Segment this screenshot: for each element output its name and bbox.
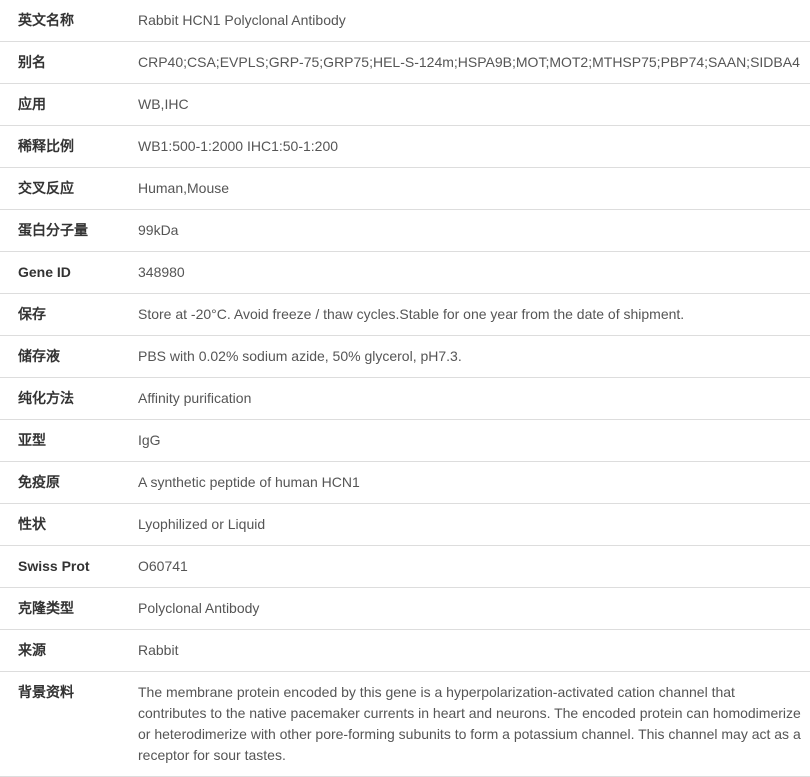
row-value: CRP40;CSA;EVPLS;GRP-75;GRP75;HEL-S-124m;… [130,42,810,84]
table-row: 储存液 PBS with 0.02% sodium azide, 50% gly… [0,336,810,378]
row-value: A synthetic peptide of human HCN1 [130,462,810,504]
row-label: 纯化方法 [0,378,130,420]
row-value: Affinity purification [130,378,810,420]
row-label: 免疫原 [0,462,130,504]
row-label: Swiss Prot [0,546,130,588]
row-label: 英文名称 [0,0,130,42]
table-row: 英文名称 Rabbit HCN1 Polyclonal Antibody [0,0,810,42]
table-row: Swiss Prot O60741 [0,546,810,588]
row-value: Polyclonal Antibody [130,588,810,630]
row-label: 保存 [0,294,130,336]
table-row: 亚型 IgG [0,420,810,462]
spec-table-body: 英文名称 Rabbit HCN1 Polyclonal Antibody 别名 … [0,0,810,777]
row-label: 交叉反应 [0,168,130,210]
row-value: The membrane protein encoded by this gen… [130,672,810,777]
table-row: 免疫原 A synthetic peptide of human HCN1 [0,462,810,504]
row-value-text: CRP40;CSA;EVPLS;GRP-75;GRP75;HEL-S-124m;… [138,54,800,70]
table-row: 应用 WB,IHC [0,84,810,126]
table-row: 稀释比例 WB1:500-1:2000 IHC1:50-1:200 [0,126,810,168]
row-value: Rabbit [130,630,810,672]
row-value: Human,Mouse [130,168,810,210]
row-label: 背景资料 [0,672,130,777]
row-label: 别名 [0,42,130,84]
row-value: O60741 [130,546,810,588]
row-label: Gene ID [0,252,130,294]
row-label: 性状 [0,504,130,546]
spec-table: 英文名称 Rabbit HCN1 Polyclonal Antibody 别名 … [0,0,810,777]
table-row: 纯化方法 Affinity purification [0,378,810,420]
row-value: Rabbit HCN1 Polyclonal Antibody [130,0,810,42]
row-value: WB,IHC [130,84,810,126]
row-value: IgG [130,420,810,462]
table-row: Gene ID 348980 [0,252,810,294]
row-value: 99kDa [130,210,810,252]
row-label: 克隆类型 [0,588,130,630]
table-row: 性状 Lyophilized or Liquid [0,504,810,546]
row-value: Lyophilized or Liquid [130,504,810,546]
table-row: 背景资料 The membrane protein encoded by thi… [0,672,810,777]
table-row: 来源 Rabbit [0,630,810,672]
row-value: Store at -20°C. Avoid freeze / thaw cycl… [130,294,810,336]
row-value: WB1:500-1:2000 IHC1:50-1:200 [130,126,810,168]
table-row: 保存 Store at -20°C. Avoid freeze / thaw c… [0,294,810,336]
table-row: 克隆类型 Polyclonal Antibody [0,588,810,630]
table-row: 交叉反应 Human,Mouse [0,168,810,210]
row-label: 亚型 [0,420,130,462]
row-label: 应用 [0,84,130,126]
row-label: 来源 [0,630,130,672]
row-label: 稀释比例 [0,126,130,168]
table-row: 别名 CRP40;CSA;EVPLS;GRP-75;GRP75;HEL-S-12… [0,42,810,84]
table-row: 蛋白分子量 99kDa [0,210,810,252]
row-label: 储存液 [0,336,130,378]
row-label: 蛋白分子量 [0,210,130,252]
row-value: PBS with 0.02% sodium azide, 50% glycero… [130,336,810,378]
row-value: 348980 [130,252,810,294]
